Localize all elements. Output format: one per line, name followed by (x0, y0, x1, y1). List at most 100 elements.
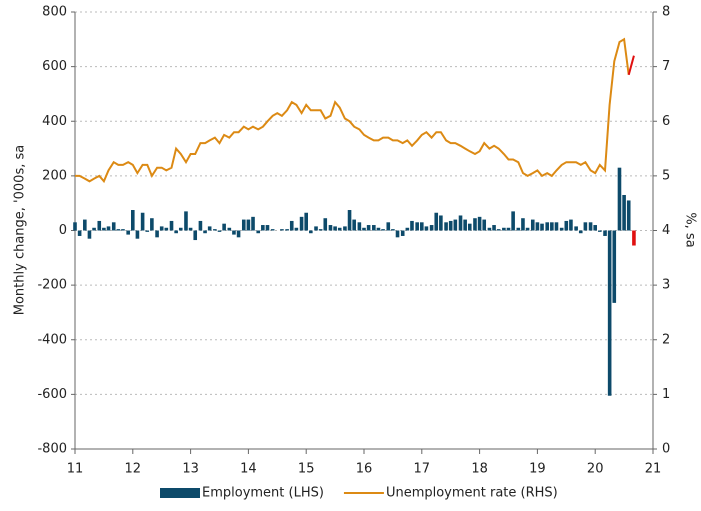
bar (564, 220, 569, 231)
bar (188, 227, 193, 231)
bar (227, 227, 232, 231)
bar (135, 230, 140, 239)
bar (236, 230, 241, 238)
bar (525, 227, 530, 231)
y2-tick-label: 5 (662, 168, 670, 183)
bar (121, 229, 125, 231)
y-tick-label: 400 (42, 114, 67, 129)
bar (410, 220, 414, 231)
bar (578, 230, 583, 234)
bar (102, 227, 106, 231)
bar (362, 227, 366, 231)
bar (318, 229, 323, 231)
y-tick-label: 600 (42, 59, 67, 74)
bar (583, 222, 588, 231)
bar (376, 227, 381, 231)
bar (193, 230, 198, 241)
bar (444, 222, 448, 231)
bar (198, 220, 203, 231)
bar (429, 225, 434, 231)
bar (314, 226, 318, 231)
bar (184, 211, 188, 231)
bar (366, 225, 371, 231)
bar (178, 227, 183, 231)
bar (87, 230, 92, 239)
bar (439, 215, 443, 231)
bar (261, 225, 265, 231)
bar (550, 222, 554, 231)
x-tick-label: 16 (356, 462, 373, 477)
bar (333, 226, 337, 231)
bar (458, 215, 463, 231)
bar (607, 230, 612, 396)
y-tick-label: -400 (37, 332, 67, 347)
bar (328, 225, 333, 231)
legend-label: Unemployment rate (RHS) (386, 486, 558, 501)
bar (73, 222, 77, 231)
y-tick-label: -800 (37, 442, 67, 457)
bar (473, 218, 477, 231)
y2-tick-label: 2 (662, 332, 670, 347)
bar (535, 222, 540, 231)
y-tick-label: -600 (37, 387, 67, 402)
bar (395, 230, 400, 238)
bar (77, 230, 82, 236)
x-tick-label: 13 (182, 462, 199, 477)
bar (213, 229, 217, 231)
y2-tick-label: 4 (662, 223, 670, 238)
x-tick-label: 11 (67, 462, 84, 477)
bar (299, 216, 304, 231)
bar (323, 218, 328, 231)
y2-tick-label: 7 (662, 59, 670, 74)
bar (83, 219, 87, 231)
bar (106, 226, 111, 231)
y2-tick-label: 1 (662, 387, 670, 402)
bar (516, 227, 521, 231)
bar (304, 212, 308, 231)
bar (574, 226, 578, 231)
bar (559, 227, 564, 231)
bar (265, 225, 270, 231)
y-tick-label: 0 (59, 223, 67, 238)
bar (131, 210, 135, 231)
bar (150, 218, 154, 231)
bar (477, 216, 482, 231)
bar (554, 222, 559, 231)
bar (280, 229, 284, 231)
bar (174, 230, 178, 234)
bar (434, 212, 439, 231)
bar (289, 220, 294, 231)
x-tick-label: 12 (125, 462, 142, 477)
bar (521, 218, 525, 231)
y2-tick-label: 0 (662, 442, 670, 457)
bar (386, 222, 391, 231)
bar (309, 230, 313, 234)
bar (588, 222, 593, 231)
bar (222, 223, 226, 231)
bar (482, 219, 487, 231)
x-tick-label: 17 (414, 462, 431, 477)
bar (285, 229, 289, 231)
bar (246, 219, 251, 231)
bar (126, 230, 130, 235)
legend-swatch (160, 488, 200, 498)
bar (251, 216, 255, 231)
bar (617, 167, 622, 231)
x-tick-label: 21 (645, 462, 662, 477)
bar (337, 227, 342, 231)
x-tick-label: 15 (298, 462, 315, 477)
bar (92, 227, 96, 231)
bar (420, 222, 424, 231)
bar (415, 222, 419, 231)
bar (217, 230, 222, 232)
bar (506, 227, 511, 231)
x-tick-label: 20 (587, 462, 604, 477)
bar (207, 226, 212, 231)
bar (155, 230, 159, 238)
y-tick-label: 800 (42, 5, 67, 20)
bar (448, 220, 453, 231)
bar (612, 230, 617, 303)
bar (256, 230, 261, 234)
bar (347, 210, 352, 231)
bar (352, 219, 356, 231)
